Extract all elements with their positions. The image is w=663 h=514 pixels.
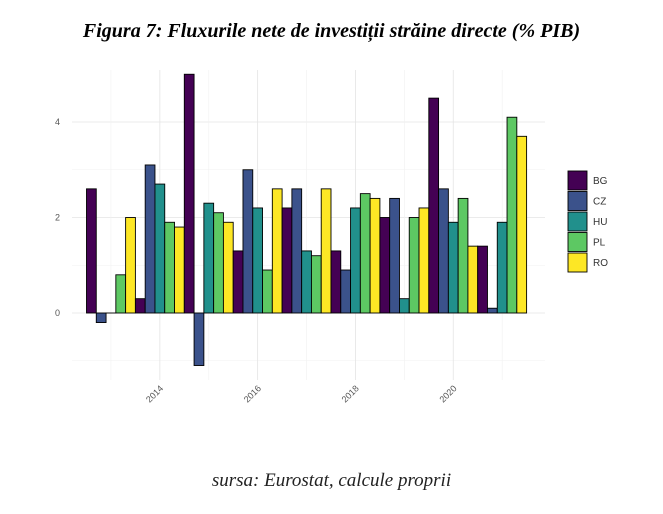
bar-bg-2013 [86,188,97,314]
bar-ro-2018 [369,197,381,314]
bar-pl-2020 [457,197,469,314]
bar-bg-2020 [428,97,440,314]
bar-ro-2015 [222,221,234,314]
bar-bg-2016 [232,250,244,314]
source-caption: sursa: Eurostat, calcule proprii [211,470,452,491]
x-tick-label: 2018 [340,383,361,404]
bar-pl-2015 [213,212,224,314]
bar-hu-2017 [301,250,312,314]
bar-cz-2021 [487,307,498,314]
legend: BG CZ HU PL RO [567,170,608,273]
y-axis-ticks: 0 2 4 [55,117,60,318]
bar-hu-2016 [252,207,263,314]
x-axis-ticks: 2014 2016 2018 2020 [144,383,459,404]
bars [86,73,528,366]
bar-hu-2021 [496,221,508,314]
legend-key-bg [567,170,588,191]
bar-bg-2017 [281,207,293,314]
bar-ro-2021 [516,135,528,314]
bar-cz-2013 [95,312,107,324]
bar-cz-2017 [291,188,303,314]
bar-pl-2017 [310,255,322,314]
bar-hu-2019 [399,298,410,314]
bar-bg-2014 [134,298,146,314]
x-tick-label: 2020 [437,383,458,404]
bar-pl-2014 [164,221,175,314]
bar-hu-2020 [447,221,459,314]
bar-hu-2015 [203,202,215,314]
legend-key-hu [567,211,588,232]
y-tick-label: 2 [55,213,60,223]
bar-hu-2018 [350,207,361,314]
grid-lines [72,70,545,380]
bar-cz-2020 [438,188,449,314]
bar-ro-2019 [418,207,430,314]
legend-label-cz: CZ [593,197,606,208]
bar-cz-2014 [144,164,156,314]
legend-label-pl: PL [593,238,606,249]
legend-key-pl [567,232,588,252]
legend-key-ro [567,252,588,273]
bar-pl-2021 [506,116,518,314]
plot-background [72,70,545,380]
bar-pl-2018 [359,193,371,314]
legend-key-cz [567,191,588,211]
x-tick-label: 2016 [242,383,263,404]
bar-bg-2019 [379,217,391,314]
bar-ro-2020 [467,245,479,314]
y-tick-label: 0 [55,308,60,318]
x-tick-label: 2014 [144,383,165,404]
bar-bg-2021 [477,245,488,314]
bar-cz-2019 [389,197,400,314]
legend-label-ro: RO [593,258,608,269]
chart-title: Figura 7: Fluxurile nete de investiții s… [82,20,581,42]
bar-bg-2018 [330,250,342,314]
bar-pl-2016 [262,269,273,314]
bar-ro-2013 [125,217,136,314]
legend-label-hu: HU [593,217,607,228]
bar-cz-2016 [242,169,254,314]
bar-cz-2015 [193,312,205,366]
bar-ro-2016 [271,188,283,314]
bar-pl-2013 [115,274,127,314]
bar-pl-2019 [408,217,420,314]
bar-ro-2014 [174,226,185,314]
y-tick-label: 4 [55,117,60,127]
legend-label-bg: BG [593,176,608,187]
bar-ro-2017 [320,188,332,314]
bar-cz-2018 [340,269,352,314]
bar-hu-2014 [154,183,166,314]
bar-bg-2015 [183,73,195,314]
